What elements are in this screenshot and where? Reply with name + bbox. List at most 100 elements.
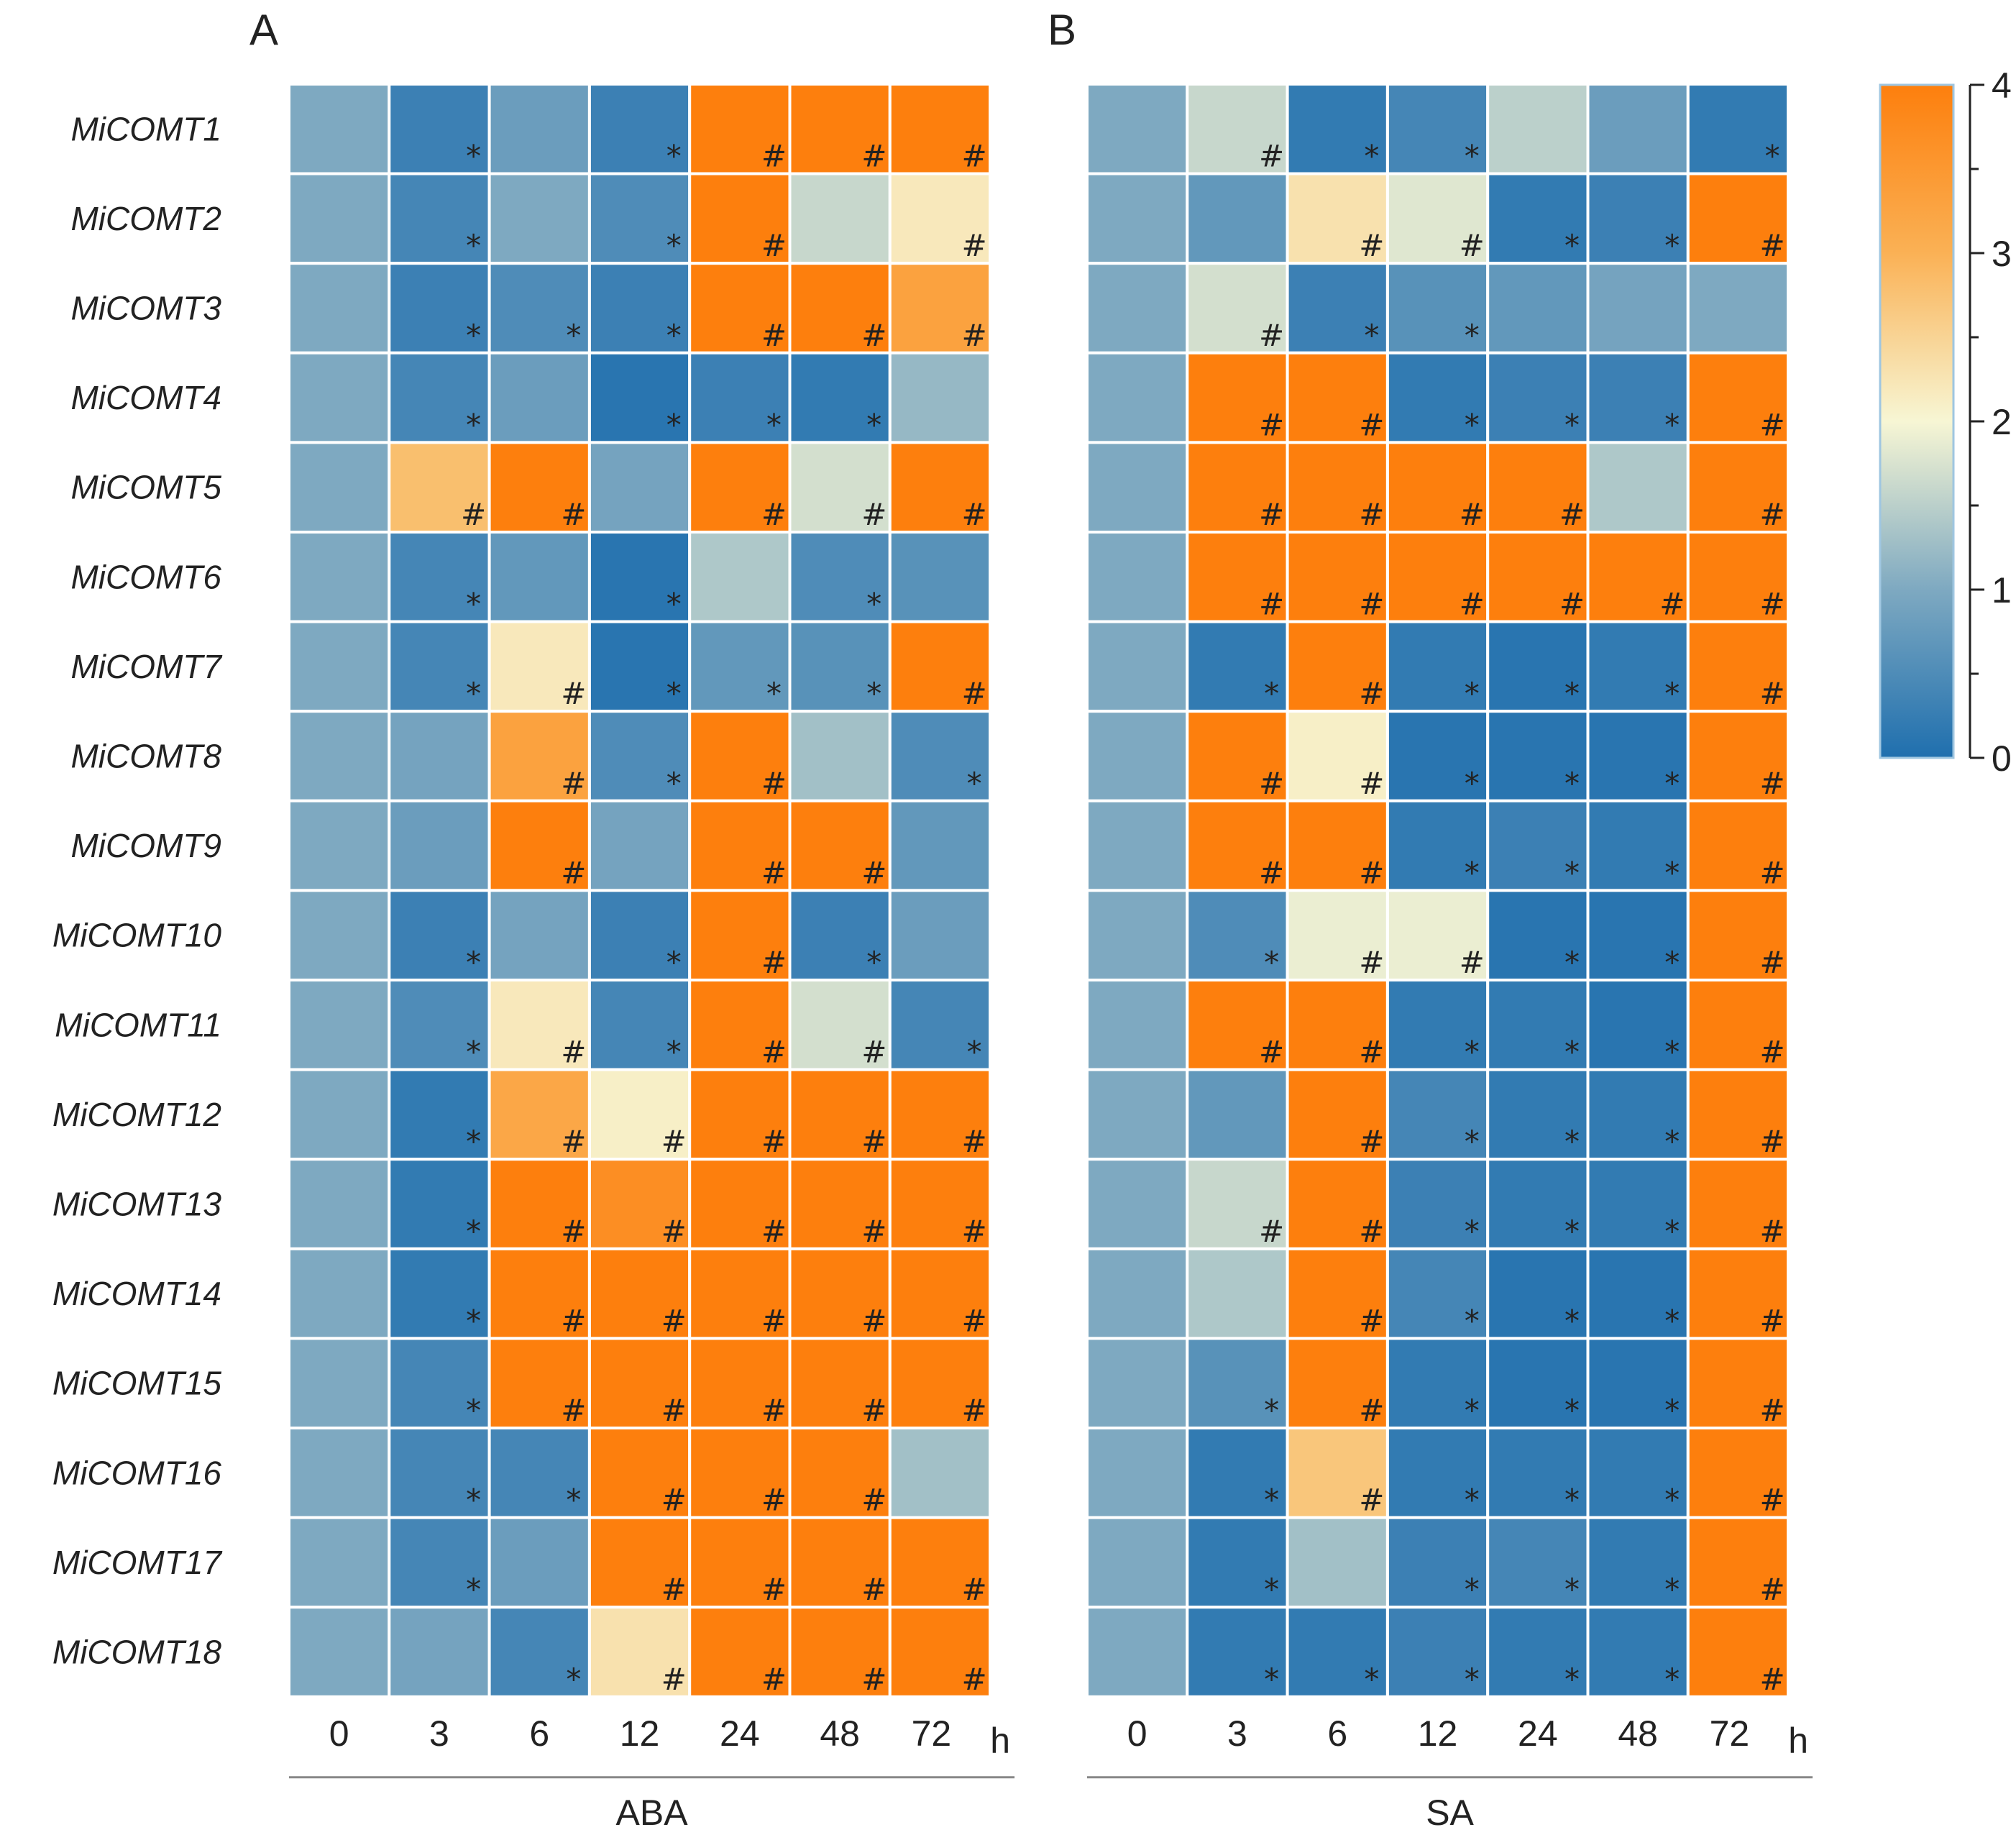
heatmap-cell bbox=[888, 979, 992, 1071]
significance-asterisk: * bbox=[1364, 1662, 1379, 1697]
heatmap-cell bbox=[487, 889, 591, 982]
heatmap-cell bbox=[288, 799, 391, 892]
significance-asterisk: * bbox=[1564, 1214, 1580, 1249]
heatmap-cell bbox=[688, 1337, 792, 1430]
heatmap-cell bbox=[587, 1158, 692, 1250]
heatmap-cell bbox=[1086, 1337, 1189, 1430]
heatmap-cell bbox=[688, 172, 792, 265]
significance-hash: # bbox=[1759, 945, 1784, 980]
significance-asterisk: * bbox=[1465, 1035, 1480, 1070]
significance-hash: # bbox=[1759, 497, 1784, 532]
significance-asterisk: * bbox=[1564, 945, 1580, 980]
significance-asterisk: * bbox=[466, 139, 481, 174]
heatmap-cell bbox=[388, 1427, 491, 1519]
heatmap-cell bbox=[388, 83, 491, 175]
significance-asterisk: * bbox=[1465, 1483, 1480, 1518]
heatmap-cell bbox=[788, 979, 892, 1071]
significance-hash: # bbox=[1259, 587, 1284, 622]
heatmap-cell bbox=[487, 620, 591, 713]
heatmap-cell bbox=[487, 979, 591, 1071]
heatmap-cell bbox=[487, 1427, 591, 1519]
heatmap-cell bbox=[288, 441, 391, 534]
heatmap-cell bbox=[587, 441, 692, 534]
gene-label: MiCOMT12 bbox=[52, 1096, 221, 1133]
heatmap-cell bbox=[1086, 1606, 1189, 1698]
heatmap-cell bbox=[1586, 441, 1690, 534]
significance-asterisk: * bbox=[866, 407, 881, 442]
heatmap-cell bbox=[1586, 262, 1690, 354]
gene-label: MiCOMT2 bbox=[70, 200, 221, 237]
significance-asterisk: * bbox=[1564, 855, 1580, 890]
significance-asterisk: * bbox=[1564, 1035, 1580, 1070]
significance-hash: # bbox=[861, 1393, 886, 1428]
heatmap-cell bbox=[688, 1247, 792, 1340]
heatmap-cell bbox=[487, 83, 591, 175]
significance-asterisk: * bbox=[1564, 1483, 1580, 1518]
heatmap-cell bbox=[1686, 710, 1790, 802]
heatmap-cell bbox=[1486, 1337, 1590, 1430]
significance-hash: # bbox=[461, 497, 486, 532]
significance-asterisk: * bbox=[1564, 1393, 1580, 1428]
heatmap-cell bbox=[1686, 1606, 1790, 1698]
significance-asterisk: * bbox=[466, 228, 481, 263]
heatmap-cell bbox=[788, 1247, 892, 1340]
heatmap-cell bbox=[1586, 1158, 1690, 1250]
heatmap-cell bbox=[888, 1606, 992, 1698]
heatmap-cell bbox=[1186, 1068, 1289, 1161]
significance-hash: # bbox=[561, 1303, 586, 1338]
time-tick-label: 24 bbox=[1518, 1713, 1558, 1754]
significance-hash: # bbox=[1460, 587, 1485, 622]
significance-hash: # bbox=[661, 1572, 687, 1607]
panel-letter: B bbox=[1048, 6, 1076, 54]
significance-asterisk: * bbox=[1264, 1572, 1279, 1607]
heatmap-cell bbox=[1286, 172, 1389, 265]
significance-hash: # bbox=[1559, 587, 1585, 622]
heatmap-cell bbox=[388, 1337, 491, 1430]
significance-asterisk: * bbox=[466, 1303, 481, 1338]
significance-asterisk: * bbox=[666, 407, 682, 442]
heatmap-cell bbox=[1486, 1158, 1590, 1250]
significance-asterisk: * bbox=[1664, 766, 1680, 801]
heatmap-cell bbox=[1286, 262, 1389, 354]
panel-b: B # * * * # # * * # # * * # # * * * # # # # # # # # # # # # * # * * * # # # * *… bbox=[1048, 6, 1813, 1833]
significance-hash: # bbox=[961, 1124, 986, 1159]
heatmap-cell bbox=[788, 1068, 892, 1161]
significance-hash: # bbox=[1759, 1483, 1784, 1518]
heatmap-cell bbox=[1086, 172, 1189, 265]
heatmap-cell bbox=[888, 1516, 992, 1609]
significance-hash: # bbox=[1759, 1214, 1784, 1249]
heatmap-cell bbox=[288, 1247, 391, 1340]
heatmap-cell bbox=[1086, 889, 1189, 982]
heatmap-cell bbox=[1686, 351, 1790, 444]
significance-hash: # bbox=[1359, 407, 1384, 442]
heatmap-cell bbox=[288, 979, 391, 1071]
heatmap-cell bbox=[888, 799, 992, 892]
significance-hash: # bbox=[561, 497, 586, 532]
significance-asterisk: * bbox=[1564, 676, 1580, 711]
heatmap-cell bbox=[1186, 1606, 1289, 1698]
significance-hash: # bbox=[861, 1303, 886, 1338]
significance-asterisk: * bbox=[566, 318, 581, 353]
gene-label: MiCOMT9 bbox=[70, 827, 221, 864]
heatmap-cell bbox=[1686, 441, 1790, 534]
heatmap-cell bbox=[1385, 979, 1490, 1071]
heatmap-cell bbox=[1586, 799, 1690, 892]
significance-asterisk: * bbox=[666, 318, 682, 353]
heatmap-cell bbox=[1186, 172, 1289, 265]
heatmap-cell bbox=[1186, 979, 1289, 1071]
heatmap-cell bbox=[788, 1158, 892, 1250]
significance-hash: # bbox=[661, 1393, 687, 1428]
significance-asterisk: * bbox=[1264, 1483, 1279, 1518]
significance-asterisk: * bbox=[1765, 139, 1780, 174]
heatmap-cell bbox=[1486, 1427, 1590, 1519]
significance-hash: # bbox=[1759, 407, 1784, 442]
significance-asterisk: * bbox=[1664, 1124, 1680, 1159]
significance-hash: # bbox=[961, 139, 986, 174]
heatmap-cell bbox=[788, 1606, 892, 1698]
gene-label: MiCOMT17 bbox=[52, 1544, 223, 1581]
significance-asterisk: * bbox=[1465, 139, 1480, 174]
heatmap-cell bbox=[1486, 710, 1590, 802]
significance-hash: # bbox=[1460, 945, 1485, 980]
significance-asterisk: * bbox=[1664, 407, 1680, 442]
heatmap-cell bbox=[1086, 1068, 1189, 1161]
